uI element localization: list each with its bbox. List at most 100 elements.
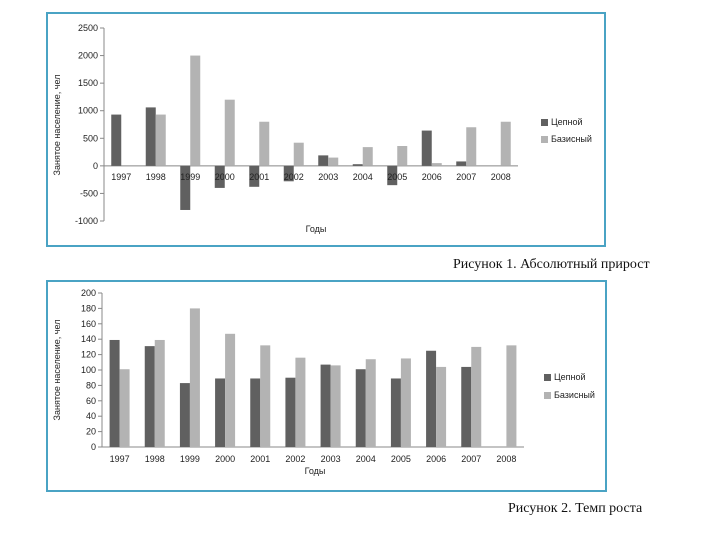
- c1-x-tick-label: 2006: [422, 172, 442, 182]
- c2-bar-base-2006: [436, 366, 447, 447]
- c2-x-tick-label: 2000: [215, 454, 235, 464]
- c1-x-tick-label: 2000: [215, 172, 235, 182]
- c2-y-tick-label: 40: [86, 411, 96, 421]
- c1-x-tick-label: 2004: [353, 172, 373, 182]
- figure-caption-2: Рисунок 2. Темп роста: [508, 501, 643, 516]
- c1-bar-base-2001: [259, 121, 270, 166]
- c1-bar-chain-2004: [352, 164, 363, 166]
- c1-x-tick-label: 2008: [491, 172, 511, 182]
- c2-legend-label-base: Базисный: [554, 390, 595, 400]
- c2-x-tick-label: 1998: [145, 454, 165, 464]
- c2-y-tick-label: 80: [86, 380, 96, 390]
- c2-y-tick-label: 120: [81, 350, 96, 360]
- c1-bar-chain-2005: [387, 165, 398, 186]
- c2-x-axis-title: Годы: [305, 466, 326, 476]
- chart-growth-rate: 0 20 40 60 80 100 120 140 160 180 200 1997 1998 1999 2…: [52, 288, 595, 476]
- c1-bar-chain-2003: [318, 155, 329, 166]
- c2-bar-base-2001: [260, 345, 271, 447]
- chart-panel-absolute-growth: -1000 -500 0 500 1000 1500 2000 2500 1997 1998 199…: [46, 12, 606, 247]
- c1-bar-base-1999: [190, 55, 201, 166]
- c2-bar-chain-1999: [179, 383, 190, 447]
- c2-bar-chain-2005: [390, 378, 401, 447]
- c1-bar-base-2000: [224, 99, 235, 166]
- c2-legend-swatch-base: [544, 392, 551, 399]
- c2-bar-chain-2007: [461, 366, 472, 447]
- c1-bar-base-2008: [500, 121, 511, 166]
- c2-x-tick-label: 1999: [180, 454, 200, 464]
- chart-absolute-growth: -1000 -500 0 500 1000 1500 2000 2500 1997 1998 199…: [52, 23, 592, 234]
- c2-bar-chain-2003: [320, 364, 331, 447]
- c1-y-tick-label: 1000: [78, 106, 98, 116]
- c2-x-tick-label: 2006: [426, 454, 446, 464]
- c2-bar-chain-2002: [285, 377, 296, 447]
- c2-x-tick-label: 2001: [250, 454, 270, 464]
- c2-bar-base-2008: [506, 345, 517, 447]
- c2-y-tick-label: 60: [86, 396, 96, 406]
- c1-bar-chain-2000: [214, 165, 225, 188]
- c2-y-tick-label: 100: [81, 365, 96, 375]
- c2-bar-chain-1997: [109, 339, 120, 447]
- c2-y-tick-label: 140: [81, 334, 96, 344]
- c2-x-tick-label: 2002: [285, 454, 305, 464]
- c1-bar-chain-2002: [283, 165, 294, 182]
- c1-x-tick-label: 1998: [146, 172, 166, 182]
- c2-x-tick-label: 2007: [461, 454, 481, 464]
- c2-bar-chain-1998: [144, 346, 155, 447]
- c1-x-tick-label: 1999: [180, 172, 200, 182]
- c2-y-tick-label: 180: [81, 303, 96, 313]
- c1-bar-chain-2007: [456, 161, 467, 166]
- c1-bar-base-2005: [397, 146, 408, 166]
- c1-y-tick-label: 1500: [78, 78, 98, 88]
- c2-y-tick-label: 160: [81, 319, 96, 329]
- c1-legend-swatch-base: [541, 136, 548, 143]
- c2-bar-chain-2004: [355, 369, 366, 447]
- chart-panel-growth-rate: 0 20 40 60 80 100 120 140 160 180 200 1997 1998 1999 2…: [46, 280, 607, 492]
- c1-y-tick-label: -1000: [75, 216, 98, 226]
- c1-y-tick-label: -500: [80, 188, 98, 198]
- c1-x-axis-title: Годы: [306, 224, 327, 234]
- c1-x-tick-label: 1997: [111, 172, 131, 182]
- c2-legend-label-chain: Цепной: [554, 372, 586, 382]
- c1-legend-label-base: Базисный: [551, 134, 592, 144]
- c1-x-tick-label: 2003: [318, 172, 338, 182]
- c1-bar-base-2004: [362, 147, 373, 166]
- c1-bar-base-2002: [293, 142, 304, 166]
- c2-x-tick-label: 2008: [496, 454, 516, 464]
- c2-bar-base-2003: [330, 365, 341, 447]
- c2-bar-base-2005: [400, 358, 411, 447]
- c2-bar-base-1998: [154, 339, 165, 447]
- c1-y-tick-label: 2000: [78, 51, 98, 61]
- c1-bar-base-1998: [155, 114, 166, 166]
- c2-bar-chain-2006: [426, 350, 437, 447]
- c1-bar-base-2003: [328, 157, 339, 166]
- c2-bar-base-1997: [119, 369, 130, 447]
- c2-x-tick-label: 2005: [391, 454, 411, 464]
- c1-bar-chain-1998: [145, 107, 156, 166]
- c1-bar-chain-2006: [421, 130, 432, 166]
- c2-x-tick-label: 1997: [110, 454, 130, 464]
- c2-bar-base-2002: [295, 357, 306, 447]
- c1-x-tick-label: 2001: [249, 172, 269, 182]
- c2-bar-base-2000: [225, 333, 236, 447]
- figure-caption-1: Рисунок 1. Абсолютный прирост: [453, 257, 650, 272]
- c2-y-tick-label: 0: [91, 442, 96, 452]
- c1-bar-chain-2001: [249, 165, 260, 187]
- c1-legend-swatch-chain: [541, 119, 548, 126]
- c2-legend-swatch-chain: [544, 374, 551, 381]
- c2-bar-base-2004: [365, 359, 376, 447]
- c1-y-tick-label: 0: [93, 161, 98, 171]
- c2-bar-base-1999: [189, 308, 200, 447]
- c1-legend-label-chain: Цепной: [551, 117, 583, 127]
- c1-bar-chain-1997: [111, 114, 122, 166]
- c1-bar-chain-1999: [180, 165, 191, 210]
- c2-bar-chain-2001: [250, 378, 261, 447]
- c2-bar-chain-2000: [215, 378, 226, 447]
- c2-y-axis-title: Занятое население, чел: [52, 320, 62, 421]
- c1-y-axis-title: Занятое население, чел: [52, 75, 62, 176]
- c1-x-tick-label: 2005: [387, 172, 407, 182]
- c2-x-tick-label: 2003: [321, 454, 341, 464]
- c1-bar-base-2006: [431, 163, 442, 166]
- c1-x-tick-label: 2002: [284, 172, 304, 182]
- c2-bar-base-2007: [471, 346, 482, 447]
- c2-y-tick-label: 20: [86, 427, 96, 437]
